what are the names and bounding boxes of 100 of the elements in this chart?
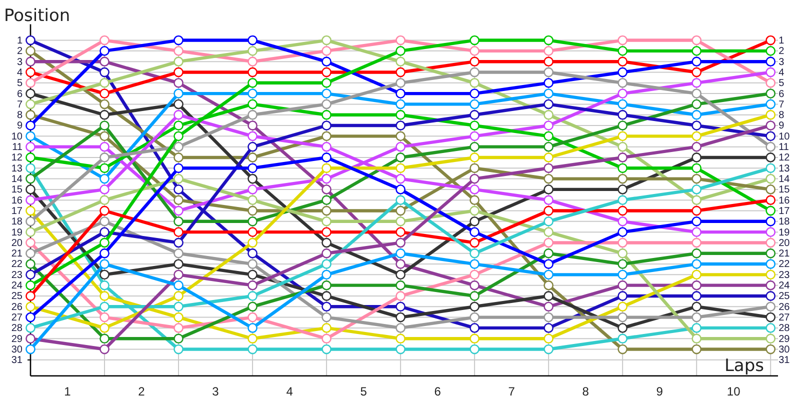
point [766,56,776,67]
point [248,120,258,130]
point [174,248,184,258]
point [100,99,110,110]
point [322,323,332,333]
point [174,259,184,269]
y-tick-label: 30 [11,344,23,356]
y2-tick-label: 6 [778,88,785,100]
y2-tick-label: 7 [778,99,785,110]
point [174,131,184,142]
point [470,238,480,248]
point [618,46,628,56]
point [100,56,110,67]
point [618,216,628,226]
point [26,184,36,194]
point [544,206,554,216]
y2-tick-label: 27 [778,312,790,324]
point [470,195,480,206]
point [322,142,332,152]
point [470,88,480,98]
point [174,334,184,344]
point [470,302,480,312]
point [618,110,628,120]
x-tick-label: 6 [434,384,442,398]
point [396,120,406,130]
point [396,238,406,248]
point [470,270,480,280]
point [766,88,776,98]
y-tick-label: 17 [11,206,23,217]
point [766,344,776,354]
point [248,46,258,56]
point [618,323,628,333]
point [248,334,258,344]
point [396,67,406,78]
point [692,78,702,88]
point [396,78,406,88]
point [544,312,554,322]
point [618,270,628,280]
point [618,120,628,130]
point [692,88,702,98]
y-tick-label: 26 [11,302,23,313]
point [544,174,554,184]
point [766,174,776,184]
point [766,152,776,162]
point [470,174,480,184]
y-tick-label: 8 [16,110,23,122]
point [692,206,702,216]
point [544,227,554,237]
point [396,206,406,216]
y2-tick-label: 29 [778,334,790,345]
point [618,35,628,46]
y-tick-label: 12 [11,152,23,164]
point [100,163,110,174]
point [692,184,702,194]
y2-tick-label: 10 [778,131,790,142]
point [100,216,110,226]
point [248,195,258,206]
y2-tick-label: 25 [778,291,790,302]
point [396,163,406,174]
point [26,206,36,216]
point [322,280,332,290]
point [174,110,184,120]
point [100,88,110,98]
y-tick-label: 28 [11,323,23,334]
x-tick-label: 3 [212,384,220,398]
point [766,259,776,269]
point [618,174,628,184]
point [174,280,184,290]
point [396,216,406,226]
point [618,344,628,354]
point [692,270,702,280]
y-tick-label: 29 [11,334,23,345]
point [174,291,184,301]
point [396,344,406,354]
point [26,291,36,301]
y-tick-label: 18 [11,216,23,228]
point [396,110,406,120]
point [100,184,110,194]
point [248,99,258,110]
point [100,344,110,354]
point [248,248,258,258]
point [766,227,776,237]
point [248,238,258,248]
y-tick-label: 14 [11,174,23,185]
point [766,99,776,110]
point [248,110,258,120]
point [174,46,184,56]
point [100,152,110,162]
point [248,152,258,162]
point [248,259,258,269]
point [26,131,36,142]
point [544,99,554,110]
y-tick-label: 13 [11,163,23,174]
point [248,312,258,322]
point [618,88,628,98]
point [26,78,36,88]
point [766,120,776,130]
y2-tick-label: 4 [778,67,785,78]
point [174,67,184,78]
point [26,259,36,269]
